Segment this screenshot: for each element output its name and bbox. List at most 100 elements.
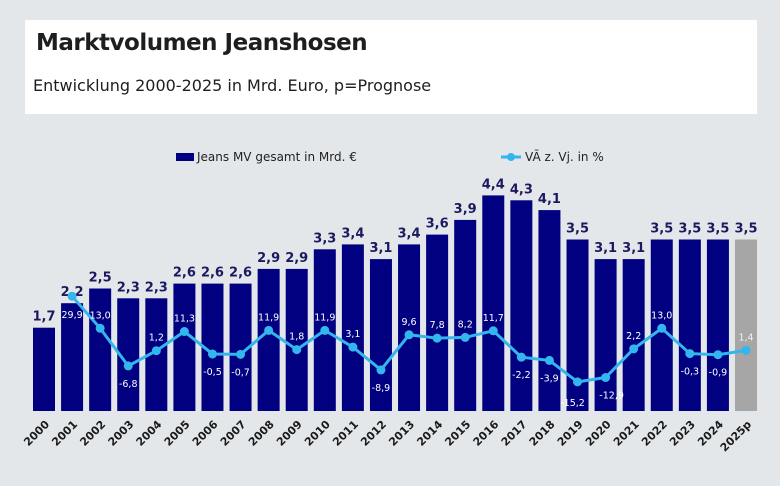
change-point [67, 291, 77, 301]
bar [89, 288, 112, 411]
change-value-label: 11,9 [314, 312, 335, 323]
bar-value-label: 3,5 [566, 222, 589, 237]
change-value-label: -12,9 [599, 391, 624, 402]
year-tick-label: 2023 [667, 418, 698, 449]
bar [201, 283, 224, 411]
bar-value-label: 3,1 [369, 241, 392, 256]
change-value-label: 29,9 [62, 310, 83, 321]
change-point [348, 342, 358, 352]
change-point [236, 349, 246, 359]
year-tick-label: 2021 [611, 418, 642, 449]
bar-value-label: 4,4 [482, 177, 505, 192]
bar [117, 298, 140, 411]
change-point [741, 345, 751, 355]
bar [678, 239, 701, 411]
bar [454, 219, 477, 411]
year-tick-label: 2008 [246, 418, 277, 449]
change-value-label: 11,9 [258, 312, 279, 323]
change-value-label: 11,7 [483, 313, 504, 324]
change-point [179, 327, 189, 337]
bar [61, 303, 84, 411]
bar [706, 239, 729, 411]
bar-value-label: 3,5 [734, 222, 757, 237]
change-point [376, 365, 386, 375]
year-tick-label: 2020 [583, 418, 614, 449]
change-point [151, 346, 161, 356]
bar-value-label: 2,9 [257, 251, 280, 266]
year-tick-label: 2005 [162, 418, 193, 449]
bar-value-label: 3,1 [622, 241, 645, 256]
year-tick-label: 2004 [134, 418, 165, 449]
legend-bars: Jeans MV gesamt in Mrd. € [176, 150, 357, 164]
change-point [404, 330, 414, 340]
bar [229, 283, 252, 411]
bar-value-label: 3,5 [650, 222, 673, 237]
bar-value-label: 2,9 [285, 251, 308, 266]
bar-value-label: 3,3 [313, 231, 336, 246]
bar [369, 259, 392, 411]
bar-value-label: 3,6 [426, 217, 449, 232]
change-value-label: 8,2 [458, 319, 473, 330]
change-point [264, 325, 274, 335]
change-value-label: 11,3 [174, 314, 195, 325]
bar-value-label: 3,4 [398, 226, 421, 241]
change-value-label: -2,2 [512, 370, 531, 381]
year-tick-label: 2000 [21, 418, 52, 449]
change-point [713, 350, 723, 360]
bar-value-label: 2,6 [229, 266, 252, 281]
legend-line-swatch [501, 153, 521, 161]
year-tick-label: 2018 [527, 418, 558, 449]
bar [173, 283, 196, 411]
bar-value-label: 3,5 [678, 222, 701, 237]
year-tick-label: 2007 [218, 418, 249, 449]
change-point [460, 332, 470, 342]
bar-value-label: 2,3 [145, 280, 168, 295]
bar [341, 244, 364, 411]
year-tick-label: 2001 [49, 418, 80, 449]
year-tick-label: 2015 [442, 418, 473, 449]
bar-value-label: 4,3 [510, 182, 533, 197]
bar [482, 195, 505, 411]
year-tick-label: 2009 [274, 418, 305, 449]
bar [426, 234, 449, 411]
year-tick-label: 2012 [358, 418, 389, 449]
change-point [601, 373, 611, 383]
change-value-label: 13,0 [90, 310, 111, 321]
bar-value-label: 1,7 [32, 310, 55, 325]
change-value-label: -8,9 [372, 383, 391, 394]
change-value-label: 7,8 [430, 320, 445, 331]
bar-value-label: 3,9 [454, 202, 477, 217]
change-value-label: 13,0 [651, 310, 672, 321]
bar [594, 259, 617, 411]
year-tick-label: 2019 [555, 418, 586, 449]
change-value-label: -0,5 [203, 367, 222, 378]
change-point [685, 349, 695, 359]
legend-line: VÃ z. Vj. in % [500, 150, 604, 164]
year-tick-label: 2025p [718, 418, 754, 454]
change-point [544, 355, 554, 365]
year-tick-label: 2002 [77, 418, 108, 449]
bar-value-label: 2,3 [117, 280, 140, 295]
change-point [573, 377, 583, 387]
bar [33, 327, 55, 411]
change-value-label: 1,2 [149, 333, 164, 344]
legend-line-label: VÃ z. Vj. in % [525, 150, 604, 164]
change-value-label: -0,9 [709, 368, 728, 379]
bar-value-label: 3,4 [341, 226, 364, 241]
change-value-label: -0,7 [231, 367, 250, 378]
chart-title: Marktvolumen Jeanshosen [36, 30, 368, 56]
change-point [292, 345, 302, 355]
change-point [516, 352, 526, 362]
bar [566, 239, 589, 411]
bar-value-label: 3,5 [706, 222, 729, 237]
change-value-label: -15,2 [560, 398, 585, 409]
change-point [488, 326, 498, 336]
legend-bar-swatch [176, 153, 194, 161]
change-value-label: -0,3 [681, 367, 700, 378]
change-point [207, 349, 217, 359]
chart-subtitle: Entwicklung 2000-2025 in Mrd. Euro, p=Pr… [33, 76, 432, 95]
change-value-label: 1,8 [289, 332, 304, 343]
year-tick-label: 2017 [499, 418, 530, 449]
bar [257, 268, 280, 411]
change-value-label: 3,1 [345, 329, 360, 340]
